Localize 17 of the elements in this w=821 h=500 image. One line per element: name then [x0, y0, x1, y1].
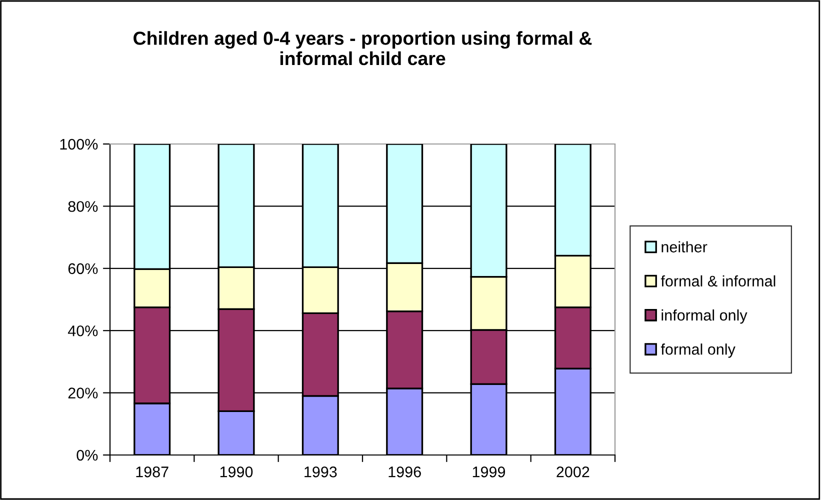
y-tick-label: 0%	[76, 450, 98, 461]
x-tick-label: 1999	[472, 466, 506, 478]
legend-label: formal only	[660, 344, 736, 358]
y-tick-label: 60%	[68, 263, 98, 274]
x-tick-label: 1990	[220, 466, 253, 478]
y-tick-label: 80%	[68, 201, 98, 212]
legend-label: neither	[662, 241, 708, 252]
y-tick-label: 100%	[60, 138, 98, 150]
y-tick-label: 40%	[68, 325, 98, 336]
legend-label: formal & informal	[660, 275, 776, 287]
y-tick-label: 20%	[68, 388, 98, 398]
x-tick-label: 1996	[388, 466, 421, 478]
x-tick-label: 1993	[304, 466, 337, 478]
chart-title: Children aged 0-4 years - proportion using formal & informal child care	[134, 31, 592, 66]
legend-label: informal only	[662, 309, 748, 324]
x-tick-label: 2002	[556, 466, 590, 478]
x-tick-label: 1987	[136, 466, 168, 478]
